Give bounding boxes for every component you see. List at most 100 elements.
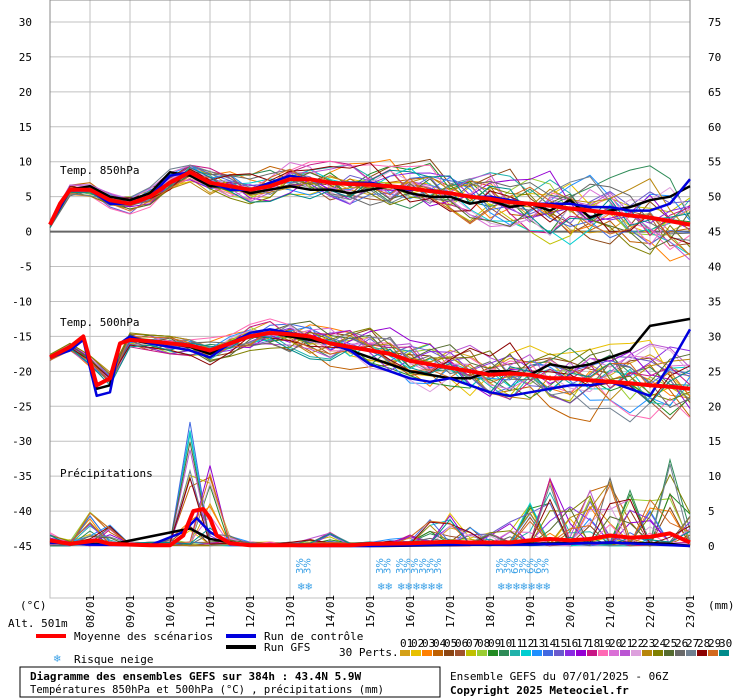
left-tick-label: -45 (12, 540, 32, 553)
x-tick-label: 18/01 (484, 595, 497, 628)
left-tick-label: 20 (19, 86, 32, 99)
snow-marker: 3% ❄ (395, 558, 406, 593)
x-tick-label: 15/01 (364, 595, 377, 628)
left-tick-label: 25 (19, 51, 32, 64)
snowflake-icon: ❄ (405, 582, 413, 593)
left-tick-label: -30 (12, 435, 32, 448)
pert-legend-number: 03 (422, 637, 435, 650)
snow-marker-value: 3% (418, 558, 429, 574)
pert-legend-swatch (444, 650, 454, 656)
pert-legend-number: 08 (477, 637, 490, 650)
snowflake-icon: ❄ (385, 582, 393, 593)
snow-marker-value: 3% (403, 558, 414, 574)
x-tick-label: 13/01 (284, 595, 297, 628)
left-tick-label: -15 (12, 330, 32, 343)
pert-legend-number: 14 (543, 637, 557, 650)
snow-marker: 3% ❄ (425, 558, 436, 593)
right-tick-label: 35 (708, 295, 721, 308)
pert-legend-swatch (708, 650, 718, 656)
pert-legend-number: 23 (642, 637, 655, 650)
snow-marker-value: 6% (525, 558, 536, 574)
snowflake-icon: ❄ (505, 582, 513, 593)
x-tick-label: 08/01 (84, 595, 97, 628)
pert-legend-swatch (653, 650, 663, 656)
right-tick-label: 70 (708, 51, 721, 64)
precip-panel-label: Précipitations (60, 467, 153, 480)
pert-legend-number: 21 (620, 637, 633, 650)
right-tick-label: 0 (708, 540, 715, 553)
right-tick-label: 30 (708, 330, 721, 343)
right-tick-label: 10 (708, 470, 721, 483)
snow-marker: 3% ❄ (295, 558, 306, 593)
snow-marker-value: 3% (410, 558, 421, 574)
left-axis-ticks: 30 25 20 15 10 5 0 -5 -10 -15 -20 -25 -30 -35 -40 -45 (12, 16, 32, 553)
x-tick-label: 20/01 (564, 595, 577, 628)
right-tick-label: 25 (708, 365, 721, 378)
pert-legend-swatch (455, 650, 465, 656)
pert-legend-swatch (521, 650, 531, 656)
pert-legend-swatch (477, 650, 487, 656)
pert-legend-swatch (422, 650, 432, 656)
pert-legend-number: 15 (554, 637, 567, 650)
legend-perts-label: 30 Perts. (339, 646, 399, 659)
snowflake-icon: ❄ (520, 582, 528, 593)
pert-legend-number: 25 (664, 637, 677, 650)
pert-legend-swatch (675, 650, 685, 656)
right-tick-label: 40 (708, 261, 721, 274)
chart-subtitle: Températures 850hPa et 500hPa (°C) , pré… (30, 684, 384, 696)
snow-marker-value: 3% (303, 558, 314, 574)
mean-line-precip (49, 507, 691, 548)
x-tick-label: 19/01 (524, 595, 537, 628)
snow-risk-markers: 3%❄3%❄3%❄3%❄3%❄3%❄3%❄3%❄3%❄3%❄3%❄3%❄6%❄3… (295, 558, 552, 593)
pert-legend-number: 26 (675, 637, 688, 650)
snow-marker: 3% ❄ (518, 558, 529, 593)
pert-legend-number: 02 (411, 637, 424, 650)
snow-marker-value: 6% (510, 558, 521, 574)
pert-legend-swatch (620, 650, 630, 656)
right-tick-label: 65 (708, 86, 721, 99)
right-tick-label: 5 (708, 505, 715, 518)
snowflake-icon: ❄ (53, 654, 61, 665)
pert-legend-swatch (532, 650, 542, 656)
pert-legend-swatch (609, 650, 619, 656)
pert-legend-number: 27 (686, 637, 699, 650)
snow-marker-value: 3% (395, 558, 406, 574)
snow-marker: 3% ❄ (541, 558, 552, 593)
snowflake-icon: ❄ (305, 582, 313, 593)
snow-marker: 3% ❄ (383, 558, 394, 593)
t850-panel-label: Temp. 850hPa (60, 164, 139, 177)
x-tick-label: 16/01 (404, 595, 417, 628)
snow-marker: 3% ❄ (495, 558, 506, 593)
t500-panel-label: Temp. 500hPa (60, 316, 139, 329)
snowflake-icon: ❄ (420, 582, 428, 593)
left-tick-label: -35 (12, 470, 32, 483)
left-tick-label: -25 (12, 400, 32, 413)
snowflake-icon: ❄ (427, 582, 435, 593)
pert-legend-number: 17 (576, 637, 589, 650)
pert-legend-number: 05 (444, 637, 457, 650)
altitude-label: Alt. 501m (8, 617, 68, 630)
pert-legend-swatch (499, 650, 509, 656)
pert-legend-number: 29 (708, 637, 721, 650)
control-line-t500 (49, 328, 692, 398)
snow-marker-value: 6% (533, 558, 544, 574)
left-axis-unit: (°C) (20, 599, 47, 612)
mean-line-t500 (49, 330, 691, 391)
pert-legend-number: 22 (631, 637, 644, 650)
left-tick-label: -10 (12, 295, 32, 308)
snow-marker-value: 3% (541, 558, 552, 574)
x-tick-label: 10/01 (164, 595, 177, 628)
pert-legend-number: 30 (719, 637, 732, 650)
right-tick-label: 75 (708, 16, 721, 29)
pert-legend-swatch (664, 650, 674, 656)
snow-marker: 3% ❄ (303, 558, 314, 593)
copyright: Copyright 2025 Meteociel.fr (450, 684, 629, 697)
snow-marker: 6% ❄ (510, 558, 521, 593)
pert-legend-swatch (510, 650, 520, 656)
right-tick-label: 50 (708, 191, 721, 204)
pert-legend-number: 07 (466, 637, 479, 650)
left-tick-label: 15 (19, 121, 32, 134)
mean-line-t850 (48, 170, 691, 227)
snow-marker: 6% ❄ (525, 558, 536, 593)
snow-marker: 3% ❄ (403, 558, 414, 593)
